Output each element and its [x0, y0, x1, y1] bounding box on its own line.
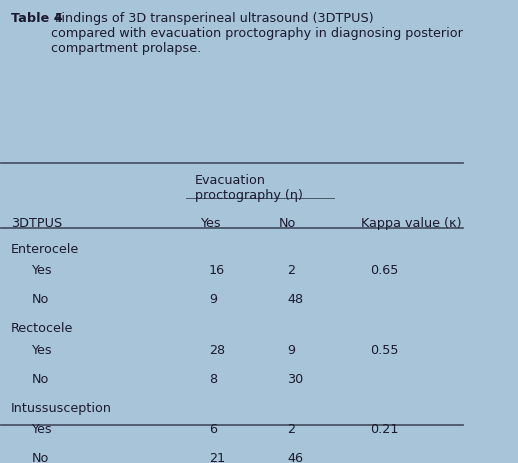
Text: Yes: Yes: [32, 423, 52, 436]
Text: 0.65: 0.65: [370, 264, 399, 277]
Text: 2: 2: [287, 423, 295, 436]
Text: Kappa value (κ): Kappa value (κ): [362, 217, 462, 230]
Text: No: No: [32, 452, 49, 463]
Text: 21: 21: [209, 452, 225, 463]
Text: Yes: Yes: [200, 217, 221, 230]
Text: 28: 28: [209, 344, 225, 357]
Text: No: No: [32, 373, 49, 386]
Text: No: No: [278, 217, 296, 230]
Text: 48: 48: [287, 293, 304, 307]
Text: 0.55: 0.55: [370, 344, 399, 357]
Text: 9: 9: [287, 344, 295, 357]
Text: Yes: Yes: [32, 344, 52, 357]
Text: 0.21: 0.21: [370, 423, 399, 436]
Text: Enterocele: Enterocele: [10, 243, 79, 256]
Text: Findings of 3D transperineal ultrasound (3DTPUS)
compared with evacuation procto: Findings of 3D transperineal ultrasound …: [51, 12, 463, 55]
Text: 30: 30: [287, 373, 304, 386]
Text: 6: 6: [209, 423, 217, 436]
Text: 16: 16: [209, 264, 225, 277]
Text: Table 4: Table 4: [10, 12, 62, 25]
Text: Evacuation
proctography (η): Evacuation proctography (η): [195, 174, 303, 202]
Text: 2: 2: [287, 264, 295, 277]
Text: 46: 46: [287, 452, 304, 463]
Text: Yes: Yes: [32, 264, 52, 277]
Text: 3DTPUS: 3DTPUS: [10, 217, 62, 230]
Text: Rectocele: Rectocele: [10, 322, 73, 335]
Text: 9: 9: [209, 293, 217, 307]
Text: Intussusception: Intussusception: [10, 401, 111, 414]
Text: No: No: [32, 293, 49, 307]
Text: 8: 8: [209, 373, 217, 386]
